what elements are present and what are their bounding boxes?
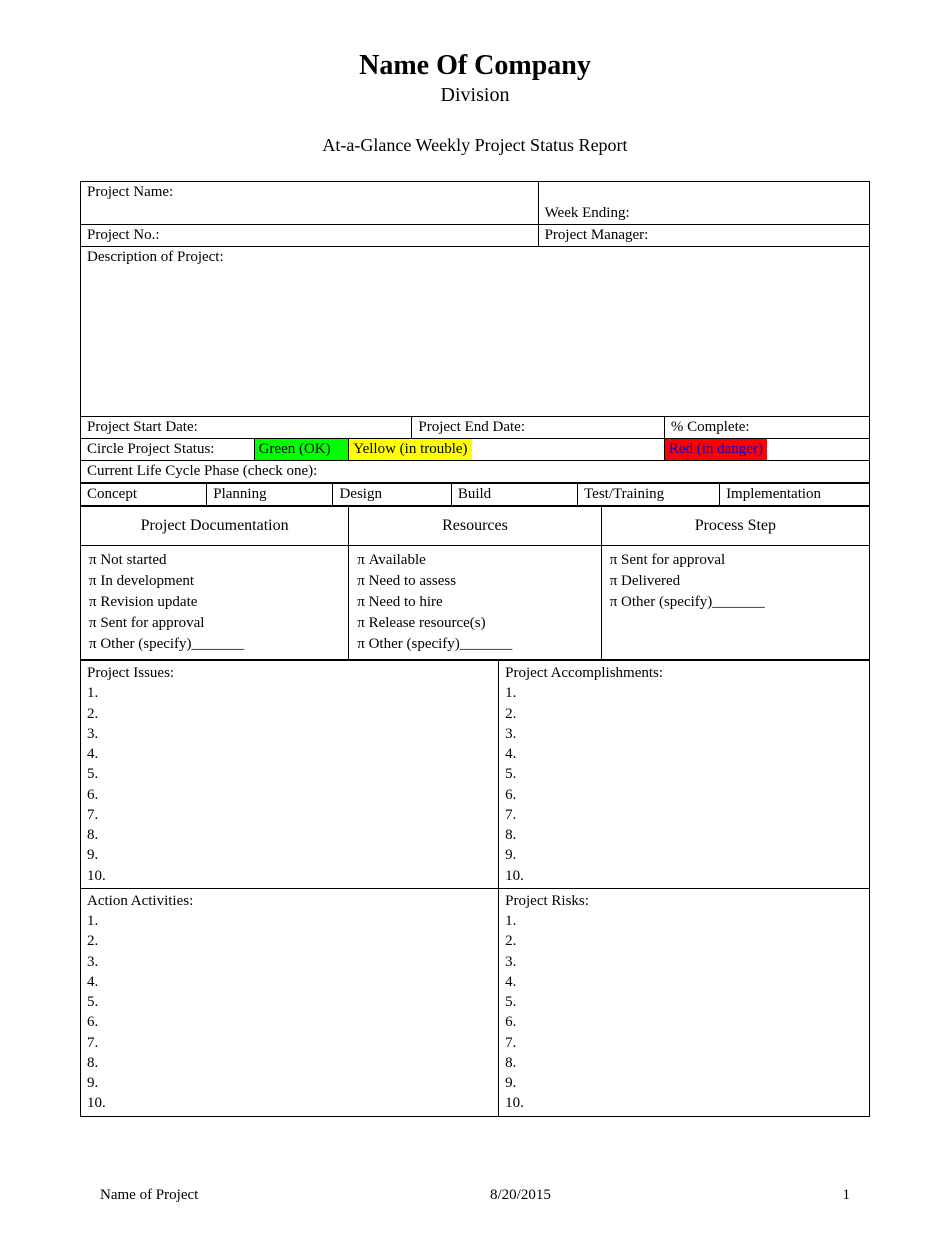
quad-activities[interactable]: Action Activities: 1. 2. 3. 4. 5. 6. 7. …: [81, 888, 499, 1116]
field-end-date[interactable]: Project End Date:: [412, 417, 664, 439]
doc-list[interactable]: π Not started π In development π Revisio…: [81, 546, 349, 660]
field-description[interactable]: Description of Project:: [81, 247, 870, 417]
section-process: Process Step: [601, 507, 869, 546]
phase-design[interactable]: Design: [333, 484, 451, 506]
quad-accomplishments[interactable]: Project Accomplishments: 1. 2. 3. 4. 5. …: [499, 661, 870, 889]
header-block: Name Of Company Division At-a-Glance Wee…: [80, 50, 870, 156]
field-project-name-space[interactable]: [81, 203, 539, 225]
status-red: Red (in danger): [665, 439, 767, 460]
section-resources: Resources: [349, 507, 601, 546]
footer-date: 8/20/2015: [490, 1187, 551, 1204]
page: Name Of Company Division At-a-Glance Wee…: [0, 0, 950, 1244]
phase-build[interactable]: Build: [451, 484, 577, 506]
status-yellow: Yellow (in trouble): [349, 439, 471, 460]
phase-concept[interactable]: Concept: [81, 484, 207, 506]
field-project-name[interactable]: Project Name:: [81, 182, 539, 204]
res-list[interactable]: π Available π Need to assess π Need to h…: [349, 546, 601, 660]
section-documentation: Project Documentation: [81, 507, 349, 546]
company-name: Name Of Company: [80, 50, 870, 82]
field-project-manager[interactable]: Project Manager:: [538, 225, 869, 247]
phases-table: Concept Planning Design Build Test/Train…: [80, 483, 870, 506]
field-lifecycle-label: Current Life Cycle Phase (check one):: [81, 461, 870, 483]
phase-test[interactable]: Test/Training: [578, 484, 720, 506]
phase-planning[interactable]: Planning: [207, 484, 333, 506]
field-week-ending[interactable]: Week Ending:: [538, 203, 869, 225]
field-pct-complete[interactable]: % Complete:: [664, 417, 869, 439]
division-name: Division: [80, 84, 870, 107]
quadrant-table: Project Issues: 1. 2. 3. 4. 5. 6. 7. 8. …: [80, 660, 870, 1117]
status-yellow-cell[interactable]: Yellow (in trouble): [349, 439, 665, 461]
field-start-date[interactable]: Project Start Date:: [81, 417, 412, 439]
phase-implementation[interactable]: Implementation: [720, 484, 870, 506]
form-table: Project Name: Week Ending: Project No.: …: [80, 181, 870, 483]
quad-risks[interactable]: Project Risks: 1. 2. 3. 4. 5. 6. 7. 8. 9…: [499, 888, 870, 1116]
footer-page-number: 1: [843, 1187, 851, 1204]
status-green: Green (OK): [255, 439, 349, 460]
page-footer: Name of Project 8/20/2015 1: [80, 1187, 870, 1204]
proc-list[interactable]: π Sent for approval π Delivered π Other …: [601, 546, 869, 660]
footer-project-name: Name of Project: [100, 1187, 198, 1204]
status-green-cell[interactable]: Green (OK): [254, 439, 349, 461]
status-red-cell[interactable]: Red (in danger): [664, 439, 869, 461]
sections-table: Project Documentation Resources Process …: [80, 506, 870, 660]
cell-week-ending-spacer: [538, 182, 869, 204]
quad-issues[interactable]: Project Issues: 1. 2. 3. 4. 5. 6. 7. 8. …: [81, 661, 499, 889]
report-title: At-a-Glance Weekly Project Status Report: [80, 135, 870, 156]
field-circle-status: Circle Project Status:: [81, 439, 255, 461]
field-project-no[interactable]: Project No.:: [81, 225, 539, 247]
